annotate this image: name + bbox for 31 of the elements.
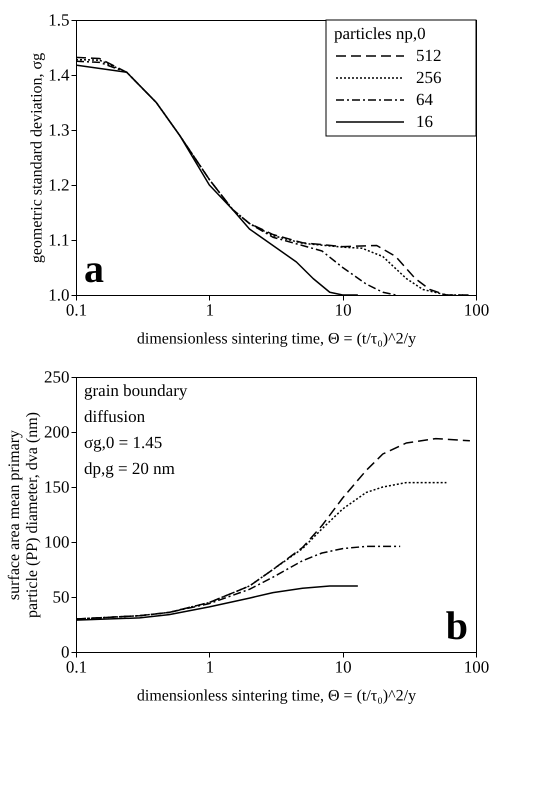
x-tick-label: 1: [206, 658, 214, 676]
legend-label: 64: [416, 90, 434, 109]
x-tick-label: 100: [464, 658, 490, 676]
y-tick-label: 1.1: [48, 230, 70, 250]
annotation: σg,0 = 1.45: [84, 433, 162, 452]
y-tick-label: 150: [44, 478, 70, 496]
y-tick-label: 100: [44, 532, 70, 552]
annotation: dp,g = 20 nm: [84, 459, 175, 478]
legend-title: particles np,0: [334, 24, 426, 43]
legend-label: 16: [416, 112, 433, 131]
annotation: grain boundary: [84, 381, 188, 400]
y-tick-label: 1.5: [48, 10, 70, 30]
legend-label: 512: [416, 46, 442, 65]
y-tick-label: 1.3: [48, 120, 70, 140]
x-tick-label: 100: [464, 300, 490, 320]
annotation: a: [84, 246, 104, 291]
x-tick-label: 1: [206, 300, 214, 320]
x-tick-label: 10: [334, 658, 352, 676]
x-tick-label: 10: [334, 300, 352, 320]
x-axis-title: dimensionless sintering time, Θ = (t/τ₀)^2/y: [136, 688, 416, 704]
annotation: diffusion: [84, 407, 146, 426]
y-tick-label: 50: [52, 588, 70, 606]
y-tick-label: 1.4: [48, 66, 70, 84]
y-axis-title: surface area mean primary particle (PP) diameter, dva (nm): [6, 412, 41, 618]
y-tick-label: 250: [44, 368, 70, 386]
y-tick-label: 1.2: [48, 176, 70, 194]
y-tick-label: 200: [44, 422, 70, 442]
legend-label: 256: [416, 68, 442, 87]
x-axis-title: dimensionless sintering time, Θ = (t/τ₀)^2/y: [136, 330, 416, 348]
annotation: b: [446, 603, 468, 648]
y-axis-title: geometric standard deviation, σg: [28, 52, 46, 264]
